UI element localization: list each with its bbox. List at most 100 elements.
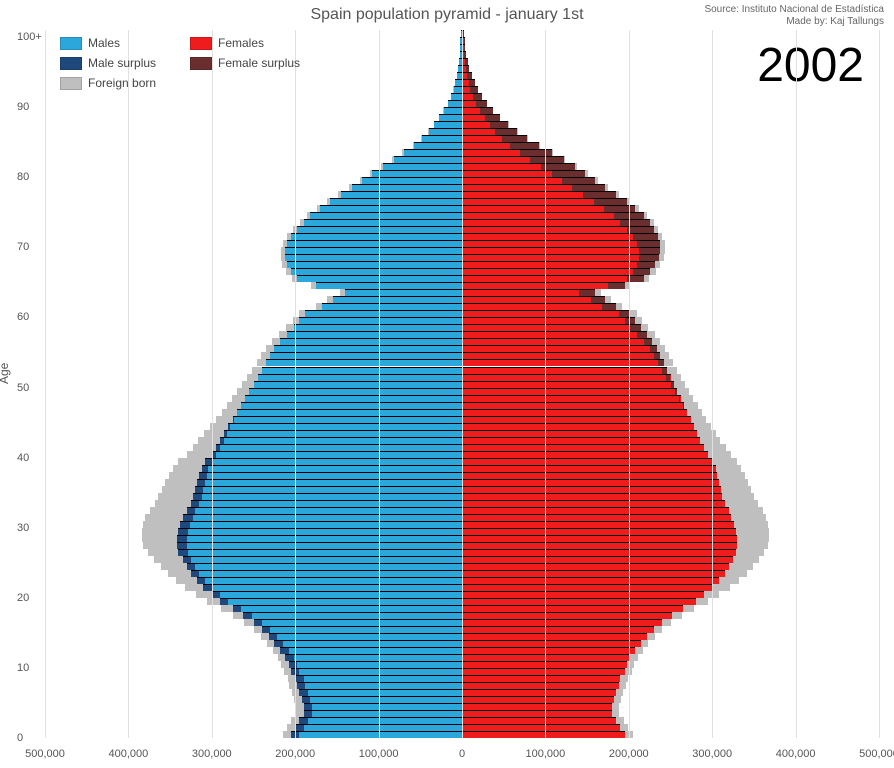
male-bar	[422, 135, 462, 142]
source-line-1: Source: Instituto Nacional de Estadístic…	[704, 4, 884, 16]
female-bar	[462, 430, 697, 437]
male-surplus-bar	[269, 633, 277, 640]
male-surplus-bar	[187, 507, 195, 514]
male-bar	[289, 661, 462, 668]
male-surplus-bar	[193, 493, 201, 500]
male-bar	[197, 577, 462, 584]
female-bar	[462, 261, 655, 268]
legend-item: Foreign born	[60, 76, 190, 90]
male-bar	[304, 710, 462, 717]
x-tick-label: 300,000	[192, 748, 232, 760]
male-bar	[333, 296, 462, 303]
male-surplus-bar	[220, 598, 228, 605]
male-bar	[241, 402, 462, 409]
male-surplus-bar	[187, 563, 195, 570]
female-bar	[462, 465, 716, 472]
female-surplus-bar	[637, 261, 655, 268]
female-surplus-bar	[637, 331, 647, 338]
gridline	[212, 30, 213, 738]
male-bar	[299, 717, 462, 724]
female-surplus-bar	[495, 128, 517, 135]
gridline	[295, 30, 296, 738]
male-surplus-bar	[205, 458, 212, 465]
female-surplus-bar	[465, 58, 468, 65]
male-bar	[187, 507, 462, 514]
female-surplus-bar	[480, 107, 493, 114]
male-bar	[454, 86, 462, 93]
male-surplus-bar	[295, 724, 303, 731]
male-bar	[180, 521, 462, 528]
female-surplus-bar	[583, 191, 616, 198]
male-bar	[280, 338, 462, 345]
male-bar	[299, 689, 462, 696]
male-bar	[291, 233, 462, 240]
male-bar	[429, 128, 462, 135]
female-surplus-bar	[490, 121, 508, 128]
male-surplus-bar	[178, 528, 188, 535]
legend-swatch	[190, 57, 212, 70]
female-bar	[462, 247, 660, 254]
female-surplus-bar	[520, 149, 552, 156]
gridline	[45, 30, 46, 738]
male-bar	[203, 584, 462, 591]
male-bar	[362, 177, 462, 184]
legend-swatch	[60, 57, 82, 70]
female-surplus-bar	[627, 226, 654, 233]
male-bar	[320, 205, 462, 212]
male-bar	[254, 619, 463, 626]
male-bar	[310, 212, 462, 219]
legend-label: Female surplus	[218, 56, 300, 70]
female-bar	[462, 668, 625, 675]
legend-label: Males	[88, 36, 120, 50]
male-bar	[269, 633, 462, 640]
y-tick-label: 50	[17, 382, 29, 394]
female-bar	[462, 359, 664, 366]
male-bar	[183, 556, 462, 563]
y-tick-label: 10	[17, 662, 29, 674]
male-surplus-bar	[183, 556, 191, 563]
female-bar	[462, 682, 619, 689]
male-bar	[178, 549, 462, 556]
male-bar	[280, 647, 462, 654]
female-surplus-bar	[658, 359, 664, 366]
female-surplus-bar	[608, 282, 625, 289]
female-surplus-bar	[654, 352, 661, 359]
female-bar	[462, 437, 700, 444]
female-bar	[462, 563, 729, 570]
female-bar	[462, 703, 612, 710]
male-surplus-bar	[178, 549, 188, 556]
female-bar	[462, 598, 696, 605]
male-bar	[258, 374, 462, 381]
female-bar	[462, 675, 620, 682]
male-bar	[245, 395, 462, 402]
male-surplus-bar	[304, 703, 312, 710]
male-bar	[285, 254, 462, 261]
male-bar	[212, 591, 462, 598]
y-tick-label: 100+	[17, 31, 42, 43]
male-bar	[233, 416, 462, 423]
male-bar	[191, 500, 462, 507]
male-surplus-bar	[180, 521, 190, 528]
female-surplus-bar	[552, 170, 585, 177]
male-surplus-bar	[202, 465, 209, 472]
male-bar	[262, 626, 462, 633]
female-bar	[462, 577, 719, 584]
male-bar	[287, 331, 462, 338]
female-bar	[462, 409, 687, 416]
legend-swatch	[190, 37, 212, 50]
x-tick-label: 100,000	[526, 748, 566, 760]
legend-label: Females	[218, 36, 264, 50]
male-bar	[177, 535, 462, 542]
female-bar	[462, 240, 660, 247]
male-bar	[304, 703, 462, 710]
gridline	[879, 30, 880, 738]
male-bar	[372, 170, 462, 177]
male-bar	[254, 381, 463, 388]
female-surplus-bar	[675, 388, 678, 395]
female-bar	[462, 268, 650, 275]
female-surplus-bar	[485, 114, 500, 121]
female-bar	[462, 451, 708, 458]
y-tick-label: 30	[17, 522, 29, 534]
female-bar	[462, 388, 677, 395]
female-surplus-bar	[594, 198, 627, 205]
